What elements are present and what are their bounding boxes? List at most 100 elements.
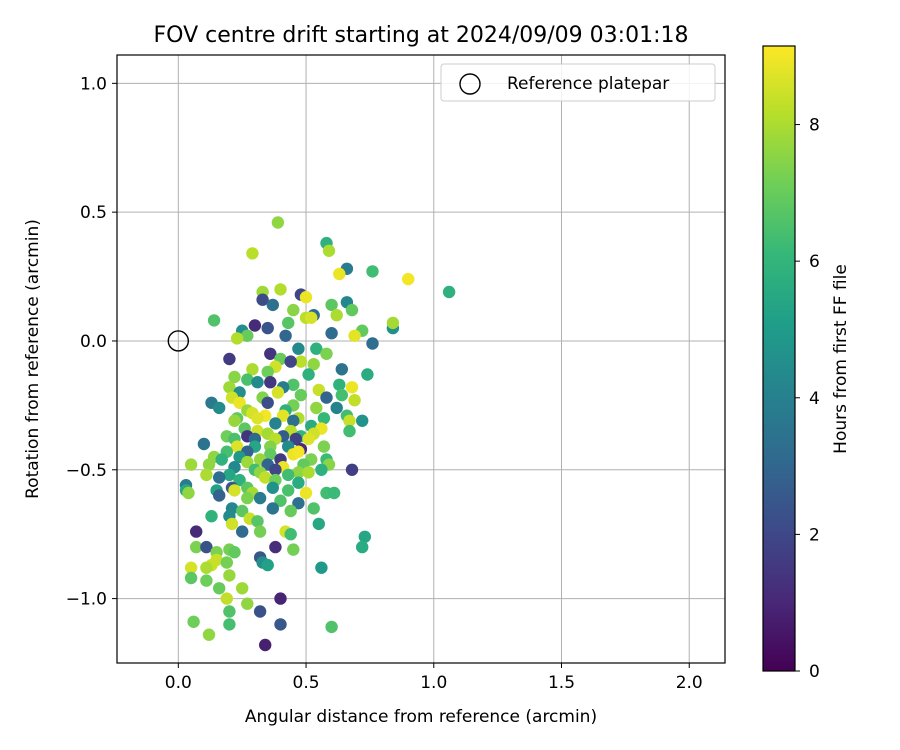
colorbar-tick-label: 4 [809, 389, 820, 409]
data-point [274, 494, 287, 507]
data-point [228, 546, 241, 559]
data-point [230, 440, 244, 453]
data-point [200, 561, 213, 574]
data-point [253, 491, 267, 505]
plot-frame [116, 54, 726, 664]
colorbar-tick-label: 2 [809, 525, 820, 545]
data-point [307, 358, 320, 371]
data-point [333, 267, 346, 281]
data-point [320, 347, 333, 360]
data-points [179, 216, 456, 652]
data-point [325, 327, 338, 340]
data-point [223, 468, 236, 482]
x-tick-label: 0.5 [293, 673, 320, 693]
data-point [248, 319, 262, 332]
data-point [345, 381, 359, 394]
data-point [274, 592, 287, 605]
data-point [287, 378, 300, 391]
data-point [348, 394, 361, 407]
data-point [284, 355, 297, 368]
y-axis-label: Rotation from reference (arcmin) [23, 219, 43, 499]
colorbar-tick-label: 0 [809, 662, 820, 682]
data-point [205, 510, 218, 523]
data-point [264, 448, 277, 461]
data-point [200, 540, 213, 554]
data-point [282, 484, 295, 497]
data-point [223, 352, 236, 366]
data-point [190, 525, 203, 538]
data-point [223, 381, 236, 394]
data-point [271, 386, 285, 399]
data-point [223, 618, 236, 631]
data-point [207, 314, 221, 327]
y-tick-label: 0.5 [80, 203, 107, 223]
x-axis-label: Angular distance from reference (arcmin) [245, 707, 597, 727]
data-point [184, 561, 198, 574]
colorbar-ticks: 0 2 4 6 8 [795, 116, 820, 682]
data-point [274, 283, 287, 296]
data-point [312, 517, 325, 531]
data-point [442, 285, 456, 299]
data-point [335, 363, 348, 376]
data-point [200, 574, 213, 587]
data-point [215, 453, 228, 466]
reference-platepar-marker [167, 330, 190, 352]
data-point [233, 473, 246, 487]
data-point [228, 484, 241, 497]
legend-frame [440, 63, 716, 102]
data-point [402, 272, 415, 286]
data-point [241, 373, 254, 386]
x-axis-ticks: 0.0 0.5 1.0 1.5 2.0 [165, 663, 703, 693]
data-point [233, 396, 246, 409]
data-point [292, 342, 305, 355]
data-point [223, 605, 236, 618]
data-point [333, 378, 346, 391]
data-point [302, 432, 315, 446]
y-axis-ticks: −1.0 −0.5 0.0 0.5 1.0 [66, 74, 117, 610]
data-point [343, 424, 356, 438]
data-point [315, 463, 328, 476]
data-point [292, 476, 305, 489]
data-point [228, 414, 241, 427]
data-point [182, 486, 195, 500]
data-point [299, 486, 313, 500]
data-point [241, 597, 254, 610]
data-point [294, 388, 308, 402]
data-point [246, 363, 259, 376]
data-point [202, 628, 216, 641]
x-tick-label: 0.0 [165, 673, 192, 693]
data-point [197, 437, 211, 451]
data-point [305, 311, 318, 324]
data-point [361, 368, 374, 381]
legend-box: Reference platepar [440, 63, 716, 102]
data-point [230, 332, 244, 345]
data-point [292, 466, 305, 479]
x-tick-label: 2.0 [676, 673, 703, 693]
data-point [330, 309, 343, 322]
y-tick-label: 1.0 [80, 74, 107, 94]
data-point [261, 365, 274, 379]
data-point [253, 605, 267, 618]
data-point [307, 502, 320, 515]
data-point [348, 329, 361, 342]
data-point [356, 414, 369, 427]
data-point [259, 638, 272, 652]
data-point [294, 355, 308, 368]
data-point [366, 265, 379, 278]
data-point [279, 329, 292, 342]
data-point [282, 316, 295, 330]
data-point [213, 471, 226, 484]
data-point [312, 383, 325, 397]
data-point [345, 463, 359, 476]
data-point [184, 458, 198, 471]
data-point [302, 368, 315, 381]
data-point [271, 216, 285, 229]
data-point [184, 571, 198, 585]
data-point [269, 540, 282, 554]
colorbar-label: Hours from first FF file [831, 264, 851, 454]
data-point [322, 244, 336, 257]
data-point [251, 515, 264, 528]
data-point [335, 388, 348, 402]
data-point [220, 556, 233, 569]
